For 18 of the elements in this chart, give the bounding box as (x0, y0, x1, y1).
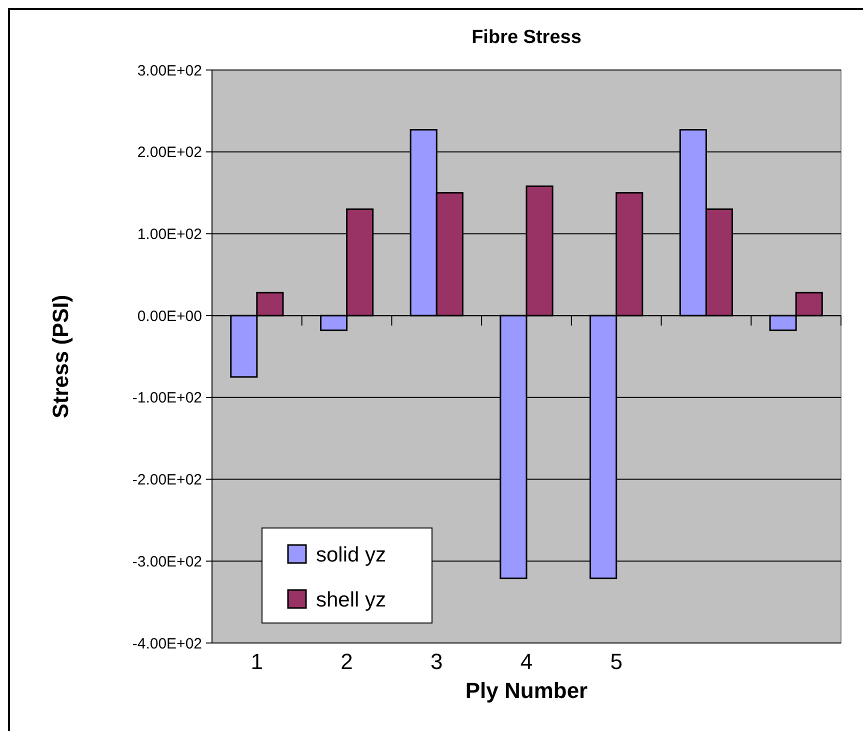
y-tick-label: 2.00E+02 (137, 144, 202, 162)
x-tick-label: 3 (430, 649, 443, 674)
x-tick-label: 4 (520, 649, 533, 674)
y-tick-label: -2.00E+02 (132, 472, 202, 489)
y-tick-label: 0.00E+00 (137, 308, 202, 325)
y-tick-label: -4.00E+02 (132, 635, 202, 652)
x-tick-label: 1 (250, 649, 264, 674)
legend-label: solid yz (316, 543, 386, 566)
y-tick-label: 3.00E+02 (137, 62, 202, 80)
legend-label: shell yz (316, 588, 386, 612)
x-axis-title: Ply Number (465, 678, 588, 703)
x-tick-label: 2 (340, 649, 353, 674)
x-tick-label: 5 (610, 649, 622, 674)
y-tick-label: -1.00E+02 (132, 390, 202, 407)
y-axis-title: Stress (PSI) (48, 294, 73, 418)
chart-title: Fibre Stress (472, 27, 582, 48)
y-tick-label: 1.00E+02 (137, 226, 202, 243)
y-tick-label: -3.00E+02 (132, 553, 202, 570)
